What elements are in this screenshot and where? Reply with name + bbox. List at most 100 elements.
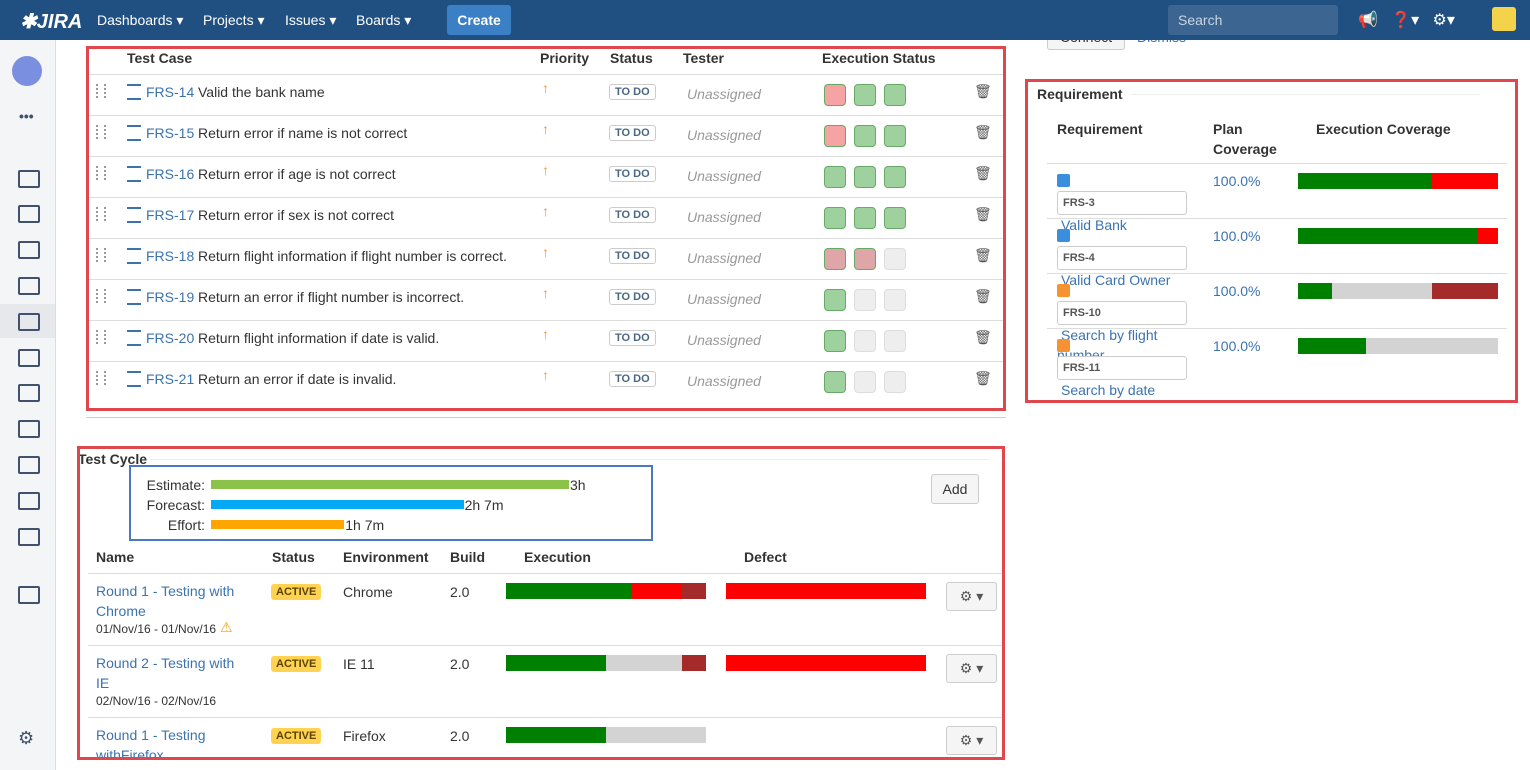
action-button[interactable]: ⚙ ▾	[946, 726, 997, 755]
execution-status[interactable]	[854, 207, 876, 229]
delete-icon[interactable]: 🗑	[974, 165, 992, 181]
test-icon	[127, 84, 141, 100]
execution-status[interactable]	[824, 207, 846, 229]
nav-icons[interactable]: 📢 ❓▾ ⚙▾	[1358, 12, 1455, 29]
timing-bar	[211, 500, 464, 509]
bar-segment	[1298, 283, 1332, 299]
add-button[interactable]: Add	[931, 474, 979, 504]
cycle-name[interactable]: Round 2 - Testing with IE	[96, 655, 235, 691]
timing-bar	[211, 520, 345, 529]
delete-icon[interactable]: 🗑	[974, 288, 992, 304]
delete-icon[interactable]: 🗑	[974, 329, 992, 345]
sidebar-icon[interactable]	[18, 456, 40, 474]
action-button[interactable]: ⚙ ▾	[946, 654, 997, 683]
execution-status[interactable]	[884, 330, 906, 352]
row-line	[89, 361, 1003, 362]
sidebar-icon[interactable]	[18, 528, 40, 546]
search-box[interactable]: Search	[1168, 5, 1338, 35]
test-key[interactable]: FRS-16	[146, 166, 195, 182]
requirement-name[interactable]: Valid Bank	[1061, 217, 1127, 233]
execution-status[interactable]	[884, 166, 906, 188]
execution-status[interactable]	[824, 166, 846, 188]
tester: Unassigned	[687, 86, 761, 102]
sidebar-icon[interactable]	[18, 384, 40, 402]
column-header: Execution Status	[822, 50, 936, 66]
delete-icon[interactable]: 🗑	[974, 247, 992, 263]
nav-item[interactable]: Dashboards ▾	[97, 12, 184, 28]
tester: Unassigned	[687, 127, 761, 143]
sidebar-icon[interactable]	[18, 492, 40, 510]
more[interactable]: •••	[19, 108, 34, 124]
sidebar-icon[interactable]	[18, 277, 40, 295]
delete-icon[interactable]: 🗑	[974, 370, 992, 386]
nav-item[interactable]: Projects ▾	[203, 12, 265, 28]
execution-status[interactable]	[854, 330, 876, 352]
nav-item[interactable]: Issues ▾	[285, 12, 337, 28]
execution-status[interactable]	[884, 289, 906, 311]
test-key[interactable]: FRS-19	[146, 289, 195, 305]
execution-status[interactable]	[824, 289, 846, 311]
sidebar-icon[interactable]	[18, 586, 40, 604]
execution-status[interactable]	[854, 84, 876, 106]
test-key[interactable]: FRS-17	[146, 207, 195, 223]
test-key[interactable]: FRS-15	[146, 125, 195, 141]
row-line	[89, 279, 1003, 280]
nav-item[interactable]: Boards ▾	[356, 12, 412, 28]
status-badge: ACTIVE	[271, 656, 322, 672]
execution-status[interactable]	[854, 289, 876, 311]
drag-handle	[96, 289, 106, 303]
delete-icon[interactable]: 🗑	[974, 124, 992, 140]
column-header: Defect	[744, 549, 787, 565]
create-button[interactable]: Create	[447, 5, 511, 35]
test-key[interactable]: FRS-14	[146, 84, 195, 100]
test-key[interactable]: FRS-18	[146, 248, 195, 264]
execution-status[interactable]	[824, 371, 846, 393]
execution-status[interactable]	[884, 207, 906, 229]
requirement-name[interactable]: Search by date	[1061, 382, 1156, 398]
delete-icon[interactable]: 🗑	[974, 83, 992, 99]
divider	[86, 417, 1006, 418]
execution-status[interactable]	[824, 330, 846, 352]
sidebar-icon[interactable]	[18, 349, 40, 367]
test-key[interactable]: FRS-20	[146, 330, 195, 346]
status-badge: TO DO	[609, 289, 656, 305]
sidebar-icon[interactable]	[18, 420, 40, 438]
execution-status[interactable]	[884, 125, 906, 147]
requirement-cell: FRS-3 Valid Bank	[1057, 171, 1187, 235]
execution-status[interactable]	[824, 84, 846, 106]
cycle-name[interactable]: Round 1 - Testing withFirefox	[96, 727, 206, 760]
sidebar-icon[interactable]	[18, 241, 40, 259]
avatar[interactable]	[1492, 7, 1516, 31]
environment: Firefox	[343, 728, 386, 744]
delete-icon[interactable]: 🗑	[974, 206, 992, 222]
execution-status[interactable]	[854, 248, 876, 270]
sidebar-selected	[0, 304, 55, 338]
sidebar-icon[interactable]	[18, 170, 40, 188]
project-avatar[interactable]	[12, 56, 42, 86]
execution-status[interactable]	[884, 371, 906, 393]
row-line	[88, 645, 1002, 646]
status-badge: TO DO	[609, 166, 656, 182]
requirement-name[interactable]: Valid Card Owner	[1061, 272, 1171, 288]
test-icon	[127, 125, 141, 141]
logo[interactable]: ✱JIRA	[20, 11, 83, 33]
execution-status[interactable]	[854, 166, 876, 188]
cycle-name[interactable]: Round 1 - Testing with Chrome	[96, 583, 235, 619]
settings[interactable]: ⚙	[18, 728, 35, 748]
sidebar-icon[interactable]	[18, 313, 40, 331]
execution-status[interactable]	[884, 248, 906, 270]
timing-text: 3h	[570, 477, 586, 493]
requirement-key: FRS-11	[1057, 356, 1187, 380]
execution-status[interactable]	[824, 248, 846, 270]
drag-handle	[96, 330, 106, 344]
test-key[interactable]: FRS-21	[146, 371, 195, 387]
execution-status[interactable]	[854, 371, 876, 393]
build: 2.0	[450, 584, 470, 600]
action-button[interactable]: ⚙ ▾	[946, 582, 997, 611]
row-line	[89, 115, 1003, 116]
execution-status[interactable]	[824, 125, 846, 147]
execution-status[interactable]	[854, 125, 876, 147]
bar-segment	[726, 583, 926, 599]
execution-status[interactable]	[884, 84, 906, 106]
sidebar-icon[interactable]	[18, 205, 40, 223]
